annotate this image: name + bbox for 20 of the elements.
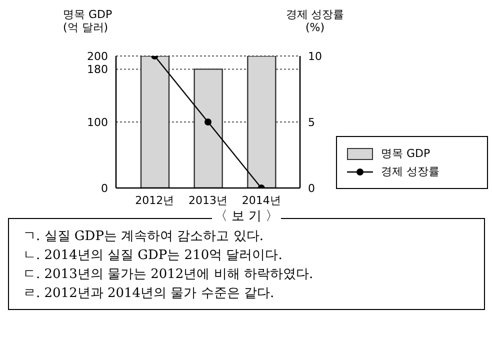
y-tick-label: 200 [87,50,108,63]
x-tick-label: 2014년 [242,194,281,207]
x-tick-label: 2012년 [135,194,174,207]
text: ㄹ. 2012년과 2014년의 물가 수준은 같다. [23,285,276,303]
text: 〈 보 기 〉 [212,209,281,224]
x-tick-label: 2013년 [188,194,228,207]
y-tick-label: 180 [87,63,108,76]
y2-tick-label: 0 [308,182,315,195]
y2-tick-label: 5 [308,116,315,129]
y2-tick-label: 10 [308,50,322,63]
text: ㄱ. 실질 GDP는 계속하여 감소하고 있다. [23,228,264,246]
text: ㄷ. 2013년의 물가는 2012년에 비해 하락하였다. [23,266,314,284]
y-tick-label: 100 [87,116,108,129]
legend-label: 명목 GDP [381,146,430,161]
text: ㄴ. 2014년의 실질 GDP는 210억 달러이다. [23,247,284,265]
legend-label: 경제 성장률 [381,164,440,179]
y2-axis-title: 경제 성장률 (%) [284,8,346,34]
point [204,118,212,126]
y-axis-title: 명목 GDP (억 달러) [63,8,114,34]
y-tick-label: 0 [101,182,108,195]
